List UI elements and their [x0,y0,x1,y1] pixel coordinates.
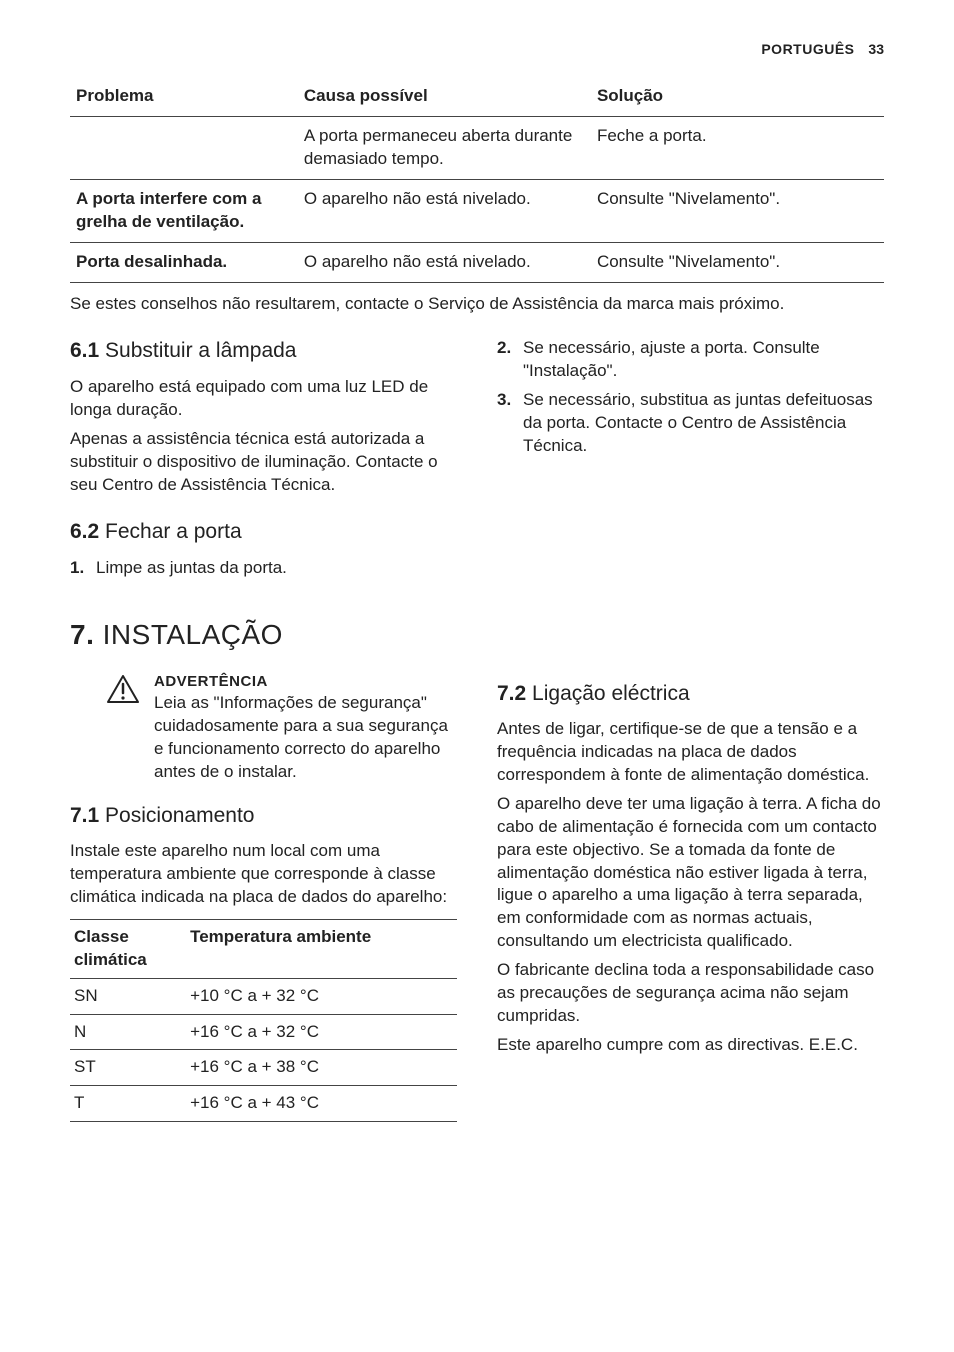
warning-title: ADVERTÊNCIA [154,672,457,692]
paragraph: Antes de ligar, certifique-se de que a t… [497,718,884,787]
table-row: A porta permaneceu aberta durante demasi… [70,116,884,179]
paragraph: Este aparelho cumpre com as directivas. … [497,1034,884,1057]
cell-class: N [70,1014,186,1050]
cell-solution: Consulte "Nivelamento". [591,242,884,282]
cell-class: SN [70,978,186,1014]
paragraph: O aparelho deve ter uma ligação à terra.… [497,793,884,954]
table-row: N +16 °C a + 32 °C [70,1014,457,1050]
language-label: PORTUGUÊS [761,41,854,57]
heading-7: 7. INSTALAÇÃO [70,616,884,654]
troubleshoot-table: Problema Causa possível Solução A porta … [70,77,884,283]
heading-7-2: 7.2 Ligação eléctrica [497,680,884,708]
cell-temp: +16 °C a + 43 °C [186,1086,457,1122]
heading-num: 6.2 [70,520,99,543]
heading-title: Posicionamento [105,804,254,827]
step-text: Se necessário, ajuste a porta. Consulte … [523,337,884,383]
steps-list-cont: 2.Se necessário, ajuste a porta. Consult… [497,337,884,458]
list-item: 1.Limpe as juntas da porta. [70,557,457,580]
list-item: 3.Se necessário, substitua as juntas def… [497,389,884,458]
paragraph: Instale este aparelho num local com uma … [70,840,457,909]
page-number: 33 [868,41,884,57]
warning-icon [106,674,140,784]
cell-cause: O aparelho não está nivelado. [298,179,591,242]
warning-text: Leia as "Informações de segurança" cuida… [154,692,457,784]
heading-num: 7.1 [70,804,99,827]
col-solution: Solução [591,77,884,116]
step-number: 2. [497,337,523,383]
steps-list: 1.Limpe as juntas da porta. [70,557,457,580]
step-number: 3. [497,389,523,458]
list-item: 2.Se necessário, ajuste a porta. Consult… [497,337,884,383]
table-row: Porta desalinhada. O aparelho não está n… [70,242,884,282]
cell-solution: Consulte "Nivelamento". [591,179,884,242]
cell-problem: A porta interfere com a grelha de ventil… [70,179,298,242]
page-header: PORTUGUÊS 33 [70,40,884,59]
troubleshoot-footnote: Se estes conselhos não resultarem, conta… [70,293,884,316]
cell-problem [70,116,298,179]
col-cause: Causa possível [298,77,591,116]
paragraph: O fabricante declina toda a responsabili… [497,959,884,1028]
cell-class: ST [70,1050,186,1086]
cell-temp: +16 °C a + 38 °C [186,1050,457,1086]
heading-title: Fechar a porta [105,520,242,543]
heading-title: Substituir a lâmpada [105,339,296,362]
heading-7-1: 7.1 Posicionamento [70,802,457,830]
cell-cause: A porta permaneceu aberta durante demasi… [298,116,591,179]
heading-num: 6.1 [70,339,99,362]
heading-num: 7.2 [497,682,526,705]
warning-block: ADVERTÊNCIA Leia as "Informações de segu… [70,672,457,784]
cell-problem: Porta desalinhada. [70,242,298,282]
chapter-title: INSTALAÇÃO [103,619,283,650]
table-row: SN +10 °C a + 32 °C [70,978,457,1014]
heading-6-2: 6.2 Fechar a porta [70,518,457,546]
paragraph: O aparelho está equipado com uma luz LED… [70,376,457,422]
table-row: ST +16 °C a + 38 °C [70,1050,457,1086]
step-text: Limpe as juntas da porta. [96,557,287,580]
step-number: 1. [70,557,96,580]
chapter-num: 7. [70,619,94,650]
col-problem: Problema [70,77,298,116]
table-row: T +16 °C a + 43 °C [70,1086,457,1122]
heading-title: Ligação eléctrica [532,682,690,705]
paragraph: Apenas a assistência técnica está autori… [70,428,457,497]
cell-temp: +10 °C a + 32 °C [186,978,457,1014]
cell-solution: Feche a porta. [591,116,884,179]
climate-table: Classe climática Temperatura ambiente SN… [70,919,457,1123]
table-row: A porta interfere com a grelha de ventil… [70,179,884,242]
cell-temp: +16 °C a + 32 °C [186,1014,457,1050]
heading-6-1: 6.1 Substituir a lâmpada [70,337,457,365]
cell-class: T [70,1086,186,1122]
step-text: Se necessário, substitua as juntas defei… [523,389,884,458]
col-temp: Temperatura ambiente [186,919,457,978]
col-climate-class: Classe climática [70,919,186,978]
cell-cause: O aparelho não está nivelado. [298,242,591,282]
